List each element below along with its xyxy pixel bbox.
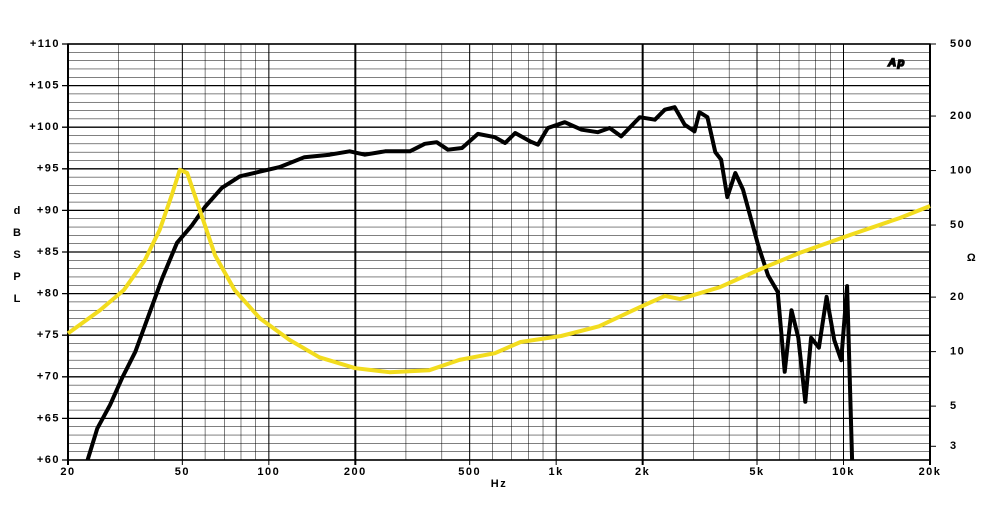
y-tick-label: +105 [29,80,60,92]
y-tick-label: +110 [30,38,60,50]
y2-tick-label: 50 [950,219,965,231]
y-axis-title: dB SPL [13,205,21,305]
x-tick-label: 100 [257,466,280,478]
y-tick-label: +80 [37,288,60,300]
y-tick-label: +90 [37,204,60,216]
y2-tick-label: 10 [950,346,965,358]
y2-tick-label: 5 [950,400,958,412]
x-tick-label: 20 [60,466,75,478]
x-tick-label: 5k [749,466,764,478]
y-tick-label: +70 [37,371,60,383]
x-tick-label: 2k [635,466,650,478]
x-tick-label: 20k [919,466,942,478]
y-tick-label: +100 [29,121,60,133]
y2-tick-label: 200 [950,110,973,122]
y2-tick-label: 100 [950,164,973,176]
y2-tick-label: 3 [950,440,958,452]
y2-tick-label: 500 [950,38,973,50]
logo: Ap [887,57,906,69]
y-tick-label: +60 [37,454,60,466]
series-line [66,167,931,375]
x-tick-label: 1k [549,466,564,478]
x-axis-title: Hz [491,478,507,490]
y-tick-label: +65 [37,412,60,424]
y-tick-label: +75 [37,329,60,341]
y-tick-label: +85 [37,246,60,258]
x-tick-label: 10k [832,466,855,478]
x-tick-label: 500 [458,466,481,478]
x-tick-label: 50 [175,466,190,478]
y-tick-label: +95 [37,163,60,175]
y2-axis-title: Ω [967,252,977,264]
y2-tick-label: 20 [950,291,965,303]
series-line [85,105,855,461]
plot-frame [67,43,931,461]
x-tick-label: 200 [344,466,367,478]
